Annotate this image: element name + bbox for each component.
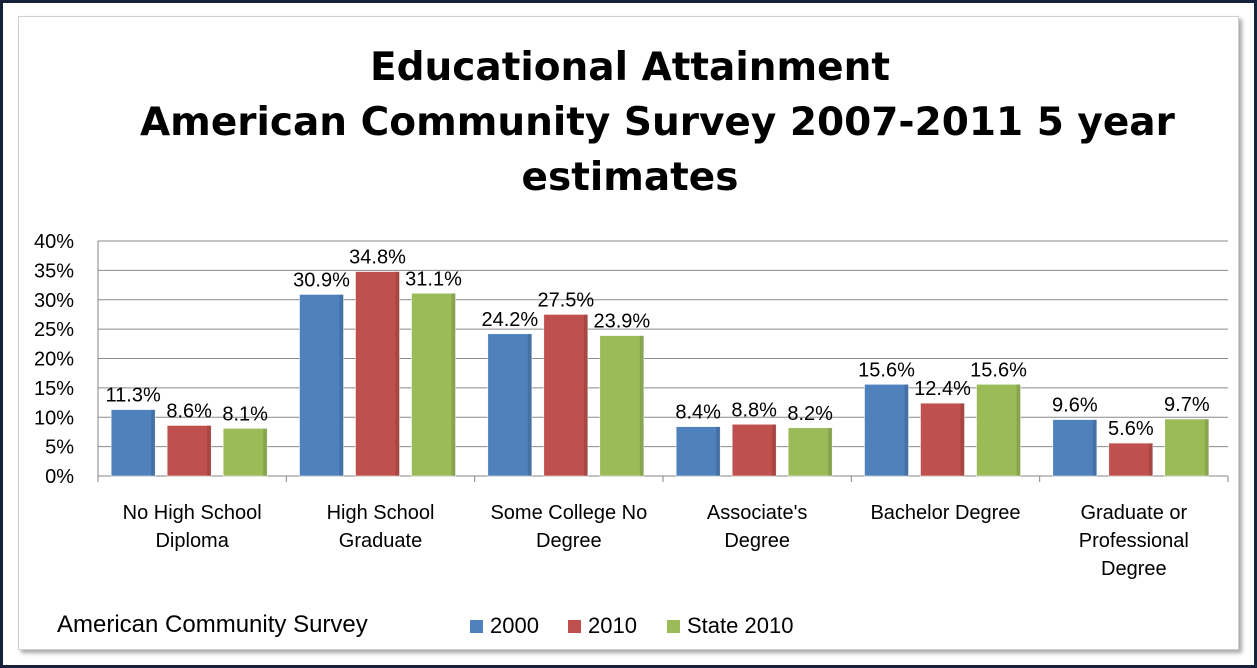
x-category-label: Graduate or [1080,502,1187,524]
bar [110,409,156,477]
chart-title: Educational Attainment American Communit… [140,40,1175,205]
legend-label-state-2010: State 2010 [687,613,794,638]
bar-shade [339,294,344,476]
chart-panel [18,16,1239,650]
data-label: 34.8% [349,247,406,269]
bar-shade [1092,419,1097,476]
bar-shade [716,426,721,476]
legend-item-2010: 2010 [568,613,637,639]
bar-shade [772,424,777,476]
x-category-label: Some College No [490,502,647,524]
data-label: 8.8% [731,399,777,421]
y-tick-label: 0% [45,466,74,488]
data-label: 15.6% [970,359,1027,381]
bar [1164,418,1210,477]
title-line-3: estimates [521,155,739,200]
data-label: 9.7% [1164,394,1210,416]
bar [787,427,833,477]
legend-swatch-state-2010 [667,619,680,633]
x-category-label: No High School [123,502,262,524]
bar [543,314,589,477]
data-label: 8.2% [787,403,833,425]
bar-shade [263,428,268,476]
footer-label: American Community Survey [57,611,368,638]
x-category-label: Degree [536,530,602,552]
data-label: 9.6% [1052,395,1098,417]
y-tick-label: 35% [34,260,74,282]
x-category-label: High School [327,502,435,524]
bar-shade [1016,384,1021,476]
bar-shade [639,335,644,476]
title-line-2: American Community Survey 2007-2011 5 ye… [140,100,1175,145]
bar-shade [151,409,156,476]
bar-shade [1148,443,1153,476]
bar [599,335,645,477]
bar [1052,419,1098,477]
legend-swatch-2010 [568,619,581,633]
x-category-label: Bachelor Degree [870,502,1020,524]
data-label: 15.6% [858,359,915,381]
bar [976,384,1021,477]
x-category-label: Graduate [339,530,422,552]
bar [355,271,400,477]
data-label: 31.1% [405,268,462,290]
bar [731,424,777,477]
bar [920,402,965,477]
bar [222,428,268,477]
x-category-label: Professional [1079,530,1189,552]
y-tick-label: 20% [34,349,74,371]
x-category-label: Degree [724,530,790,552]
x-category-label: Degree [1101,558,1167,580]
bar [166,425,212,477]
data-label: 8.6% [166,400,212,422]
y-tick-label: 30% [34,290,74,312]
bar-shade [583,314,588,476]
bar [411,293,456,477]
y-tick-label: 25% [34,319,74,341]
title-line-1: Educational Attainment [369,45,890,90]
data-label: 12.4% [914,378,971,400]
x-category-label: Associate's [707,502,808,524]
data-label: 27.5% [537,289,594,311]
y-tick-label: 5% [45,437,74,459]
legend-label-2000: 2000 [490,613,539,638]
legend-item-2000: 2000 [470,613,539,639]
data-label: 8.1% [222,403,268,425]
x-category-label: Diploma [155,530,229,552]
data-label: 23.9% [593,311,650,333]
data-label: 11.3% [106,385,161,407]
legend-item-state-2010: State 2010 [667,613,793,639]
data-label: 24.2% [481,309,538,331]
data-label: 8.4% [675,402,721,424]
y-tick-label: 15% [34,378,74,400]
y-tick-label: 40% [34,231,74,253]
bar [487,333,533,477]
bar-shade [1204,419,1209,476]
bar [675,426,721,477]
bar [864,384,909,477]
legend-label-2010: 2010 [588,613,637,638]
bar-shade [527,333,532,476]
data-label: 30.9% [293,269,350,291]
legend-swatch-2000 [470,619,483,633]
data-label: 5.6% [1108,418,1154,440]
bar-shade [904,384,909,476]
y-tick-label: 10% [34,407,74,429]
bar [1108,442,1154,477]
bar-shade [960,403,965,476]
bar [299,294,344,477]
bar-shade [451,293,456,476]
bar-shade [207,425,212,476]
bar-shade [395,271,400,476]
bar-shade [828,427,833,476]
